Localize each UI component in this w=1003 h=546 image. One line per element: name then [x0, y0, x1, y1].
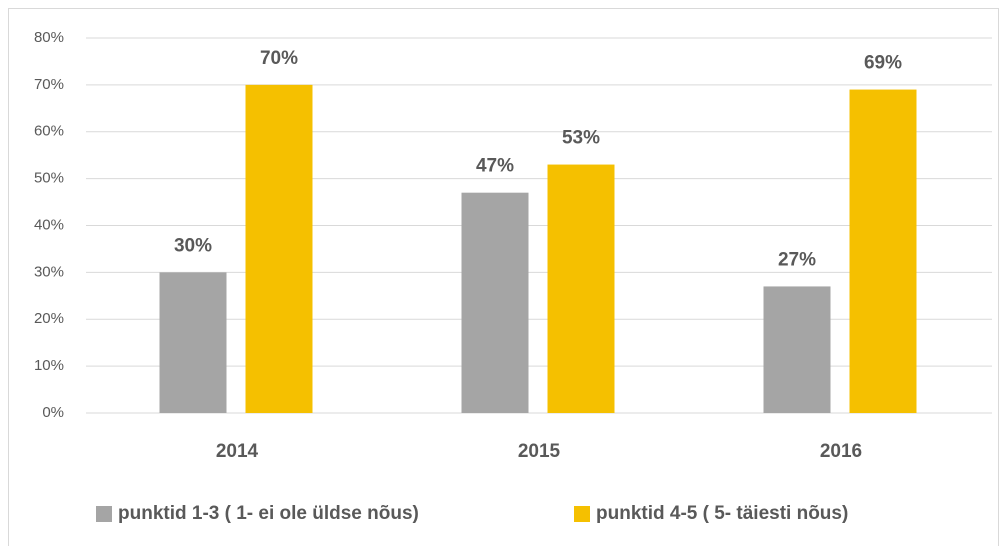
bar [159, 272, 227, 413]
bar [461, 192, 529, 413]
data-label: 47% [476, 156, 514, 177]
y-tick-label: 60% [34, 123, 64, 140]
x-tick-label: 2015 [518, 441, 561, 462]
chart-frame [8, 8, 999, 546]
data-label: 53% [562, 128, 600, 149]
bar [245, 84, 313, 413]
y-tick-label: 20% [34, 310, 64, 327]
y-tick-label: 40% [34, 216, 64, 233]
x-tick-label: 2016 [820, 441, 862, 462]
data-label: 69% [864, 53, 902, 74]
y-tick-label: 70% [34, 76, 64, 93]
bar [763, 286, 831, 413]
data-label: 70% [260, 48, 298, 69]
data-label: 27% [778, 249, 816, 270]
legend-label: punktid 4-5 ( 5- täiesti nõus) [596, 503, 848, 524]
legend-swatch [96, 506, 112, 522]
bar [849, 89, 917, 413]
y-tick-label: 0% [42, 404, 64, 421]
data-label: 30% [174, 235, 212, 256]
bar [547, 164, 615, 413]
legend-swatch [574, 506, 590, 522]
y-tick-label: 10% [34, 357, 64, 374]
y-tick-label: 30% [34, 263, 64, 280]
y-tick-label: 50% [34, 170, 64, 187]
x-tick-label: 2014 [216, 441, 259, 462]
y-tick-label: 80% [34, 29, 64, 46]
legend-label: punktid 1-3 ( 1- ei ole üldse nõus) [118, 503, 419, 524]
